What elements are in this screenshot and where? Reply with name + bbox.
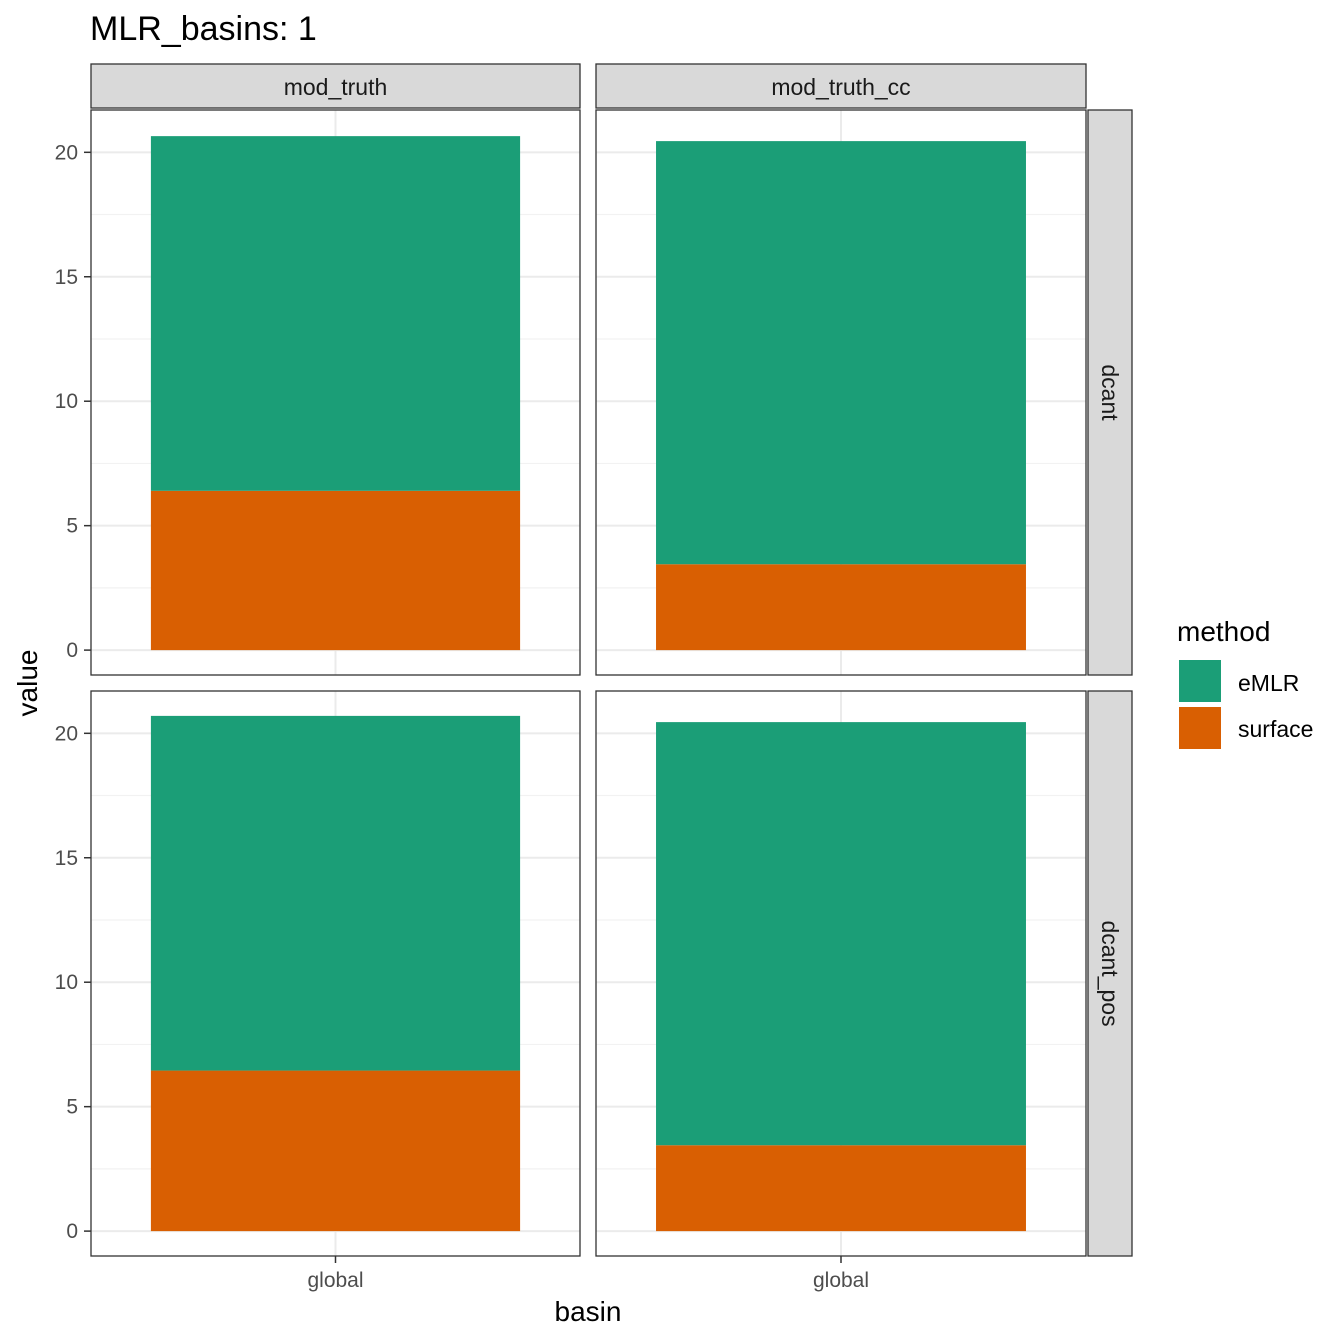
y-tick-label: 15 — [55, 847, 78, 870]
panel-border — [595, 109, 1087, 676]
bar-emlr — [656, 141, 1026, 565]
chart-title: MLR_basins: 1 — [90, 10, 317, 48]
bar-surface — [150, 1070, 521, 1232]
legend: method eMLR surface — [1177, 616, 1313, 749]
legend-swatch-surface — [1179, 707, 1221, 749]
panel-mod_truth_cc-dcant_pos: global — [595, 690, 1087, 1292]
bar-emlr — [656, 722, 1026, 1146]
facet-label-col-mod_truth_cc: mod_truth_cc — [771, 74, 910, 100]
bar-emlr — [150, 136, 521, 491]
legend-title: method — [1177, 616, 1270, 647]
legend-label-surface: surface — [1238, 716, 1313, 742]
y-tick-label: 20 — [55, 141, 78, 164]
x-tick-label: global — [307, 1269, 363, 1292]
bar-emlr — [150, 715, 521, 1071]
y-tick-label: 5 — [66, 1096, 78, 1119]
facet-strip-row-dcant — [1087, 109, 1133, 676]
y-tick-label: 0 — [66, 639, 78, 662]
panel-mod_truth_cc-dcant — [595, 109, 1087, 676]
legend-label-emlr: eMLR — [1238, 670, 1299, 696]
legend-swatch-emlr — [1179, 660, 1221, 702]
bar-surface — [656, 1145, 1026, 1232]
y-axis-title: value — [12, 650, 43, 717]
facet-label-row-dcant_pos: dcant_pos — [1097, 920, 1123, 1026]
panel-mod_truth-dcant_pos: 0 5 10 15 20 global — [55, 690, 581, 1292]
y-tick-label: 10 — [55, 390, 78, 413]
panel-mod_truth-dcant: 0 5 10 15 20 — [55, 109, 581, 676]
y-tick-label: 10 — [55, 971, 78, 994]
facet-label-row-dcant: dcant — [1097, 364, 1123, 421]
panel-border — [90, 109, 581, 676]
y-tick-label: 0 — [66, 1220, 78, 1243]
bar-surface — [150, 490, 521, 651]
y-tick-label: 20 — [55, 722, 78, 745]
bar-surface — [656, 564, 1026, 651]
x-tick-label: global — [813, 1269, 869, 1292]
facet-label-col-mod_truth: mod_truth — [284, 74, 388, 100]
facet-strip-col-mod_truth_cc — [595, 63, 1087, 109]
y-tick-label: 5 — [66, 515, 78, 538]
facet-strip-col-mod_truth — [90, 63, 581, 109]
facet-strip-row-dcant_pos — [1087, 690, 1133, 1257]
y-tick-label: 15 — [55, 266, 78, 289]
x-axis-title: basin — [555, 1296, 622, 1327]
